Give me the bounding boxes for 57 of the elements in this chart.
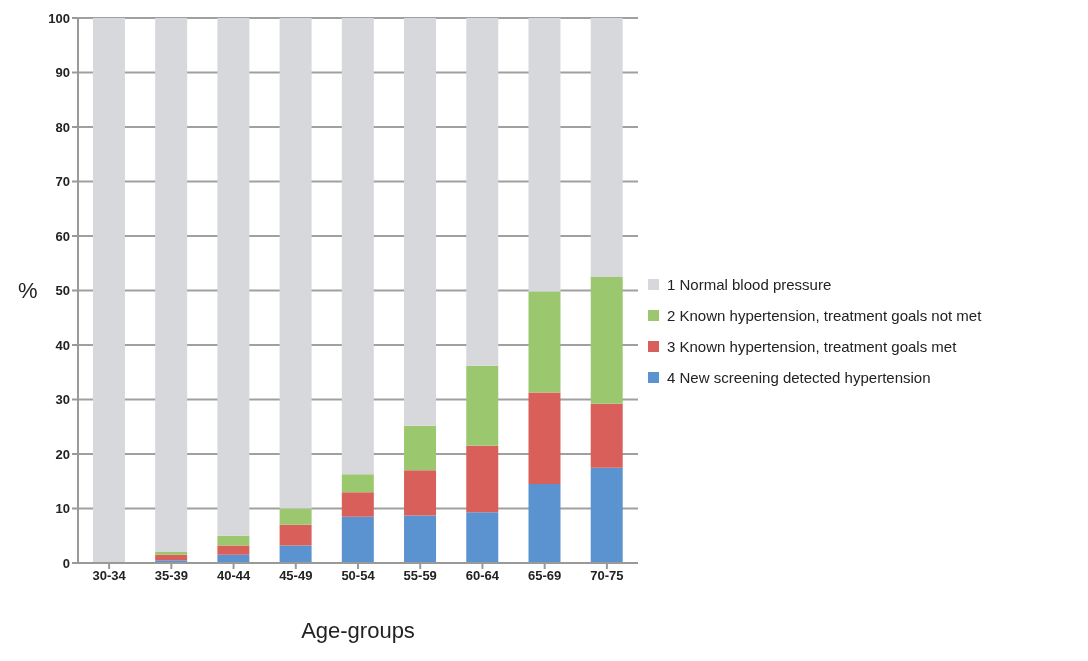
x-tick-label: 40-44 <box>216 568 251 584</box>
bar <box>528 18 561 292</box>
bar <box>466 365 499 446</box>
legend-label: 3 Known hypertension, treatment goals met <box>667 337 957 355</box>
bar <box>404 425 437 471</box>
bar <box>528 392 561 484</box>
bar <box>404 18 437 426</box>
y-tick-label: 20 <box>55 446 70 462</box>
y-tick-label: 60 <box>55 228 70 244</box>
x-tick-label: 55-59 <box>403 568 437 584</box>
bar <box>528 483 561 563</box>
bar <box>155 554 188 561</box>
bar <box>92 18 125 563</box>
legend-label: 4 New screening detected hypertension <box>667 368 931 386</box>
x-tick-label: 70-75 <box>590 568 624 584</box>
bar <box>279 508 312 525</box>
y-tick-label: 80 <box>55 119 70 135</box>
bar <box>404 515 437 563</box>
bar <box>590 18 623 277</box>
bar <box>217 535 250 546</box>
x-tick-label: 50-54 <box>341 568 376 584</box>
y-tick-label: 40 <box>55 337 70 353</box>
bar <box>404 470 437 516</box>
bar <box>590 276 623 404</box>
y-tick-label: 30 <box>55 392 70 408</box>
x-tick-label: 35-39 <box>154 568 188 584</box>
bar <box>590 467 623 563</box>
bar <box>279 524 312 546</box>
y-tick-label: 100 <box>48 10 70 26</box>
bar <box>341 516 374 563</box>
x-tick-label: 65-69 <box>528 568 562 584</box>
bar <box>341 492 374 517</box>
bar <box>590 403 623 468</box>
y-axis-title: % <box>18 278 38 304</box>
bar <box>466 445 499 513</box>
bar <box>155 18 188 553</box>
legend-label: 1 Normal blood pressure <box>667 275 832 293</box>
bar <box>341 18 374 475</box>
x-axis-title: Age-groups <box>301 618 415 643</box>
bar <box>217 545 250 555</box>
y-tick-label: 70 <box>55 174 70 190</box>
y-tick-label: 10 <box>55 501 70 517</box>
x-tick-label: 45-49 <box>279 568 313 584</box>
y-tick-label: 90 <box>55 65 70 81</box>
x-tick-label: 30-34 <box>92 568 127 584</box>
bar <box>217 18 250 536</box>
bar <box>466 18 499 366</box>
bar <box>341 474 374 493</box>
legend-label: 2 Known hypertension, treatment goals not met <box>667 306 982 324</box>
bar <box>528 291 561 393</box>
bar <box>466 512 499 563</box>
bar <box>279 545 312 563</box>
y-tick-label: 0 <box>62 555 70 571</box>
bar <box>155 552 188 555</box>
x-tick-label: 60-64 <box>465 568 500 584</box>
bar <box>279 18 312 509</box>
y-tick-label: 50 <box>55 283 70 299</box>
